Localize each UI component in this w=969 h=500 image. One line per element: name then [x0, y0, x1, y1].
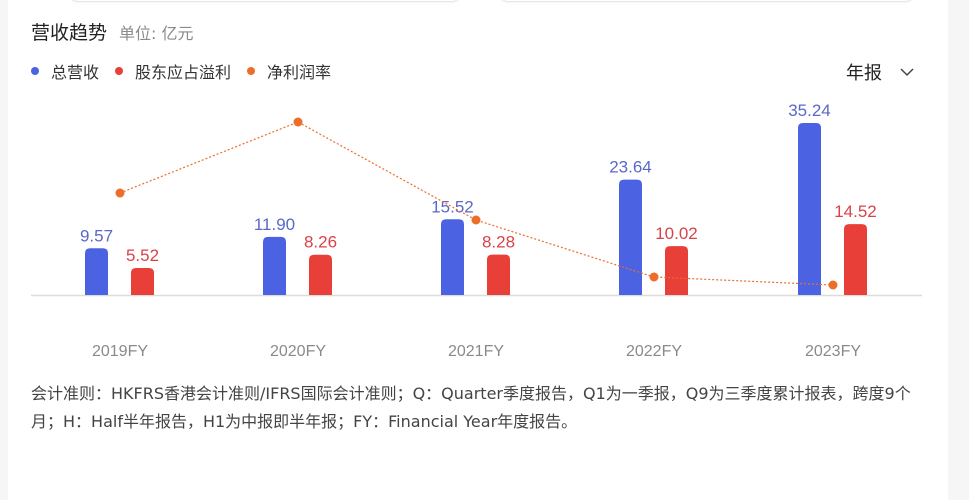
legend-label: 股东应占溢利	[135, 63, 232, 82]
margin-point[interactable]	[649, 272, 659, 282]
margin-point[interactable]	[293, 117, 303, 127]
margin-point[interactable]	[471, 215, 481, 225]
margin-point[interactable]	[115, 188, 125, 198]
bar-profit[interactable]	[131, 268, 154, 295]
unit-label: 单位: 亿元	[119, 24, 194, 43]
bar-value-label-profit: 8.28	[482, 233, 515, 252]
bar-revenue[interactable]	[798, 123, 821, 295]
bar-revenue[interactable]	[619, 179, 642, 295]
chart-legend: 总营收 股东应占溢利 净利润率	[31, 59, 347, 83]
legend-dot-profit-icon	[115, 67, 124, 75]
bar-revenue[interactable]	[263, 236, 286, 295]
period-selected: 年报	[846, 63, 882, 84]
chart-header: 营收趋势 单位: 亿元	[31, 18, 194, 45]
legend-item-revenue[interactable]: 总营收	[31, 59, 99, 83]
footnote: 会计准则：HKFRS香港会计准则/IFRS国际会计准则；Q：Quarter季度报…	[31, 384, 911, 431]
chevron-down-icon	[900, 68, 914, 77]
legend-dot-margin-icon	[247, 67, 256, 75]
period-dropdown[interactable]: 年报	[846, 59, 914, 85]
bar-value-label-revenue: 9.57	[80, 226, 113, 245]
bar-value-label-revenue: 15.52	[431, 197, 474, 216]
x-axis-label: 2019FY	[91, 343, 149, 360]
bar-value-label-profit: 14.52	[834, 202, 877, 221]
bar-value-label-revenue: 35.24	[788, 101, 831, 120]
margin-line	[119, 121, 834, 286]
legend-dot-revenue-icon	[31, 67, 39, 75]
chart-title: 营收趋势	[31, 22, 108, 44]
bar-value-label-profit: 10.02	[655, 224, 698, 243]
bar-revenue[interactable]	[85, 248, 108, 295]
x-axis-label: 2020FY	[269, 343, 327, 360]
legend-label: 净利润率	[267, 63, 332, 82]
margin-point[interactable]	[828, 280, 838, 290]
revenue-trend-card	[8, 0, 948, 500]
x-axis-label: 2023FY	[804, 343, 862, 360]
legend-item-margin[interactable]: 净利润率	[247, 59, 331, 83]
bar-value-label-revenue: 11.90	[254, 215, 295, 234]
bar-value-label-revenue: 23.64	[609, 158, 652, 177]
x-axis-label: 2021FY	[447, 343, 505, 360]
bar-profit[interactable]	[309, 254, 332, 295]
x-axis-label: 2022FY	[625, 343, 683, 360]
bar-profit[interactable]	[665, 246, 688, 295]
bar-value-label-profit: 5.52	[126, 246, 159, 265]
legend-item-profit[interactable]: 股东应占溢利	[115, 59, 231, 83]
chart-plot-area: 9.57 5.52 11.90 8.26 15.52 8.28 23.64 10.02 35.2…	[31, 101, 922, 297]
bar-profit[interactable]	[844, 224, 867, 295]
legend-label: 总营收	[51, 63, 100, 82]
bar-value-label-profit: 8.26	[304, 233, 337, 252]
bar-profit[interactable]	[487, 254, 510, 295]
bar-revenue[interactable]	[441, 219, 464, 295]
